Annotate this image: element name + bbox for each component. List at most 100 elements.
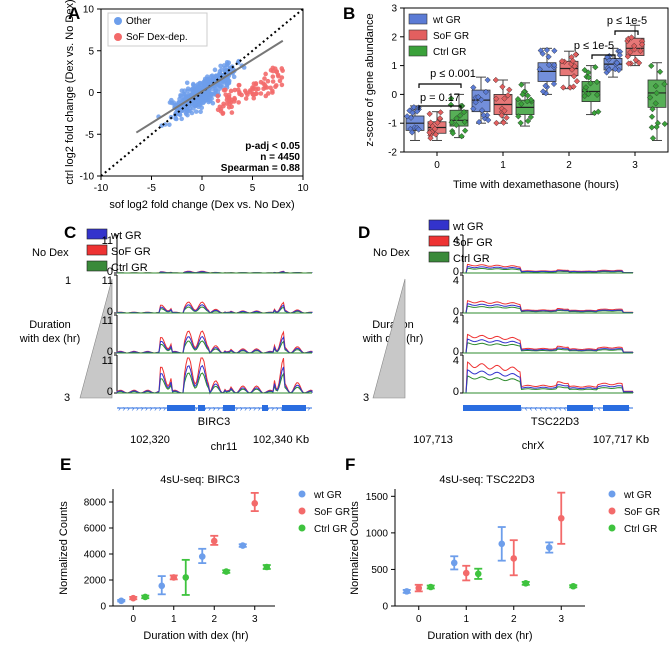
dot-point xyxy=(557,514,565,522)
a-point-other xyxy=(177,96,182,102)
track-ymax-label: 11 xyxy=(102,235,113,247)
dot-point xyxy=(450,559,458,567)
b-jitter-point xyxy=(568,66,576,73)
panel-letter-d: D xyxy=(358,223,370,242)
legend-wt-label: wt GR xyxy=(432,15,461,26)
b-jitter-point xyxy=(570,73,578,80)
b-jitter-point xyxy=(638,38,646,45)
a-point-other xyxy=(182,88,187,93)
legend-ctrl-label: Ctrl GR xyxy=(433,47,466,58)
b-jitter-point xyxy=(503,114,510,121)
dot-point xyxy=(462,569,470,577)
a-point-sof xyxy=(215,93,221,99)
track-ymax-label: 11 xyxy=(102,315,113,327)
panel-a-legend-box xyxy=(107,12,208,47)
b-jitter-point xyxy=(501,95,508,102)
b-xtick-label: 1 xyxy=(500,160,506,171)
b-jitter-point xyxy=(518,81,525,88)
b-jitter-point xyxy=(625,60,632,67)
dot-xtick-label: 1 xyxy=(171,614,177,625)
c-chrom: chr11 xyxy=(211,441,238,453)
panel-f-ticks: 0 500 1000 1500 0 1 2 3 xyxy=(366,492,565,625)
track-coverage-line xyxy=(116,304,313,314)
a-point-sof xyxy=(236,100,241,105)
a-point-sof xyxy=(243,96,249,101)
b-jitter-point xyxy=(409,109,416,116)
panel-f-points xyxy=(402,491,578,595)
bracket-t3-wt xyxy=(591,54,616,59)
d-gene-name: TSC22D3 xyxy=(531,416,579,428)
b-jitter-point xyxy=(413,108,421,115)
track-coverage-line xyxy=(463,375,634,394)
b-jitter-point xyxy=(543,46,551,54)
dot-point xyxy=(182,574,190,581)
dot-ytick-label: 0 xyxy=(100,602,106,613)
b-ytick-label: 2 xyxy=(391,32,397,43)
b-jitter-point xyxy=(506,86,513,93)
b-jitter-point xyxy=(408,129,416,136)
panel-a-ylabel: ctrl log2 fold change (Dex vs. No Dex) xyxy=(64,0,76,185)
a-point-sof xyxy=(276,73,281,79)
e-legend-wt-marker xyxy=(298,490,306,498)
a-ytick-label: 10 xyxy=(83,5,95,16)
legend-sof-label: SoF Dex-dep. xyxy=(126,32,188,43)
b-jitter-point xyxy=(612,65,619,73)
track-coverage-line xyxy=(463,300,634,314)
dot-point xyxy=(210,537,218,545)
b-jitter-point xyxy=(470,84,477,91)
b-xtick-label: 0 xyxy=(434,160,440,171)
b-jitter-point xyxy=(426,129,433,136)
a-point-other xyxy=(198,109,203,115)
dot-xtick-label: 3 xyxy=(252,614,258,625)
a-xtick-label: -10 xyxy=(94,183,109,194)
b-jitter-point xyxy=(519,91,526,98)
b-jitter-point xyxy=(493,119,500,127)
annotation-p-0001: p ≤ 0.001 xyxy=(430,68,476,80)
dot-xtick-label: 2 xyxy=(511,614,517,625)
track-ymin-label: 0 xyxy=(453,346,459,358)
d-xtick-2: 107,717 Kb xyxy=(593,434,649,446)
panel-b-boxes xyxy=(404,24,668,142)
panel-letter-e: E xyxy=(60,455,71,474)
a-point-sof xyxy=(237,91,242,97)
panel-a-xlabel: sof log2 fold change (Dex vs. No Dex) xyxy=(109,199,294,211)
dot-point xyxy=(251,500,259,507)
e-legend-ctrl-label: Ctrl GR xyxy=(314,524,347,535)
dot-ytick-label: 6000 xyxy=(84,524,107,535)
b-jitter-point xyxy=(648,113,656,120)
a-point-sof xyxy=(277,78,283,84)
b-jitter-point xyxy=(472,99,479,106)
dot-point xyxy=(129,594,137,602)
c-xtick-2: 102,340 Kb xyxy=(253,434,309,446)
panel-f-dotplot: 0 500 1000 1500 0 1 2 3 4sU-seq: TSC22D3 Durati… xyxy=(349,474,660,642)
b-jitter-point xyxy=(558,58,566,65)
a-point-sof xyxy=(270,68,276,74)
a-point-sof xyxy=(251,81,257,86)
panel-f-title: 4sU-seq: TSC22D3 xyxy=(439,474,534,486)
a-point-other xyxy=(162,122,168,127)
d-legend-wt-label: wt GR xyxy=(452,221,484,233)
a-point-sof xyxy=(223,87,228,93)
b-jitter-point xyxy=(432,131,439,138)
a-point-sof xyxy=(244,90,249,96)
c-row-label-3: 3 xyxy=(64,392,70,404)
b-jitter-point xyxy=(436,115,444,122)
dot-xtick-label: 2 xyxy=(211,614,217,625)
panel-letter-c: C xyxy=(64,223,76,242)
dot-point xyxy=(170,574,178,581)
track-coverage-line xyxy=(116,364,313,395)
a-point-other xyxy=(169,97,174,103)
b-jitter-point xyxy=(647,94,654,101)
c-duration-wedge xyxy=(79,278,113,399)
b-jitter-point xyxy=(524,92,531,99)
dot-point xyxy=(569,582,577,590)
b-jitter-point xyxy=(616,48,624,55)
c-row-label-nodex: No Dex xyxy=(32,247,69,259)
panel-e-points xyxy=(117,491,271,605)
b-jitter-point xyxy=(572,51,579,58)
d-row-label-3: 3 xyxy=(363,392,369,404)
b-jitter-point xyxy=(616,52,623,59)
f-legend-ctrl-label: Ctrl GR xyxy=(624,524,657,535)
a-xtick-label: 10 xyxy=(297,183,309,194)
b-xtick-label: 2 xyxy=(566,160,572,171)
